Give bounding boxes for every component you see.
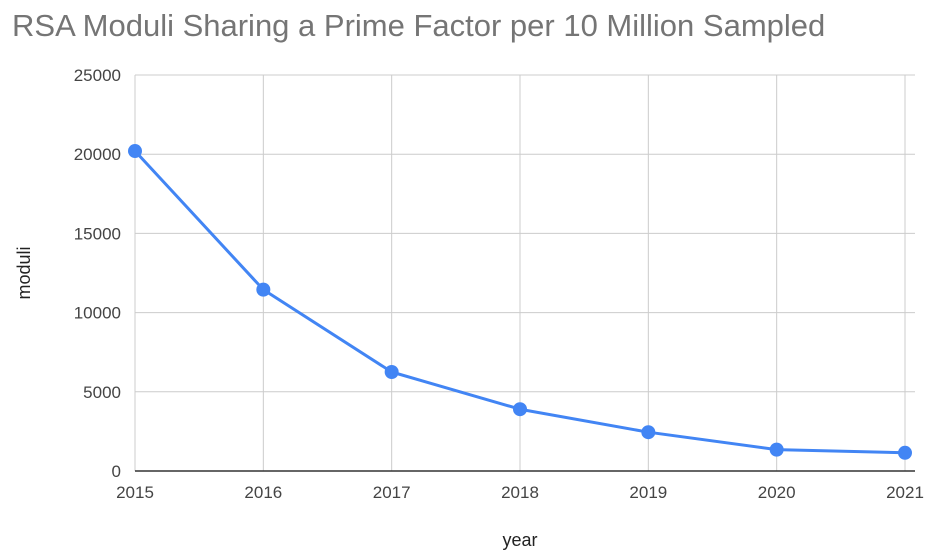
x-tick-label: 2015 [116, 483, 154, 502]
gridlines [134, 74, 915, 472]
y-tick-label: 15000 [74, 224, 121, 243]
data-point[interactable] [769, 442, 784, 457]
chart-title: RSA Moduli Sharing a Prime Factor per 10… [12, 8, 826, 43]
x-axis-ticks: 2015 2016 2017 2018 2019 2020 2021 [116, 483, 924, 502]
y-tick-label: 5000 [83, 383, 121, 402]
series-layer [128, 144, 912, 460]
data-point[interactable] [898, 445, 912, 460]
y-tick-label: 25000 [74, 66, 121, 85]
x-tick-label: 2019 [629, 483, 667, 502]
data-point[interactable] [128, 144, 142, 159]
x-tick-label: 2016 [244, 483, 282, 502]
y-tick-label: 10000 [74, 304, 121, 323]
x-tick-label: 2018 [501, 483, 539, 502]
x-tick-label: 2017 [373, 483, 411, 502]
data-point[interactable] [384, 365, 399, 379]
data-point[interactable] [641, 425, 656, 440]
y-tick-label: 20000 [74, 145, 121, 164]
y-axis-title: moduli [14, 246, 34, 299]
x-tick-label: 2020 [758, 483, 796, 502]
x-axis-title: year [502, 530, 537, 550]
data-point[interactable] [513, 402, 527, 417]
y-axis-ticks: 0 5000 10000 15000 20000 25000 [74, 66, 121, 481]
data-point[interactable] [256, 282, 271, 297]
y-tick-label: 0 [112, 462, 121, 481]
x-tick-label: 2021 [886, 483, 924, 502]
